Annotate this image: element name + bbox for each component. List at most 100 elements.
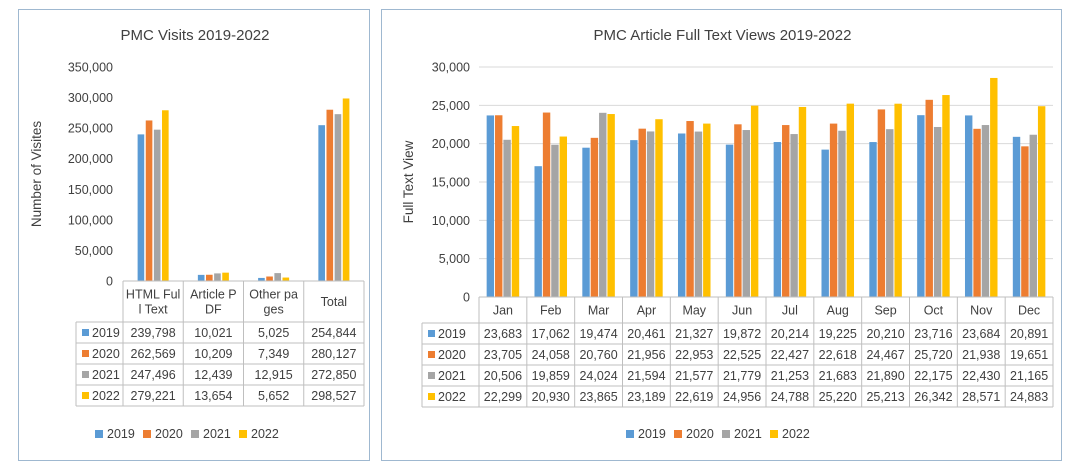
data-label: 19,859: [532, 369, 570, 383]
bar-2022-5: [750, 105, 759, 297]
bar-2020-6: [782, 125, 790, 298]
data-label: 21,165: [1010, 369, 1048, 383]
bar-2021-2: [599, 112, 607, 297]
y-tick-label: 300,000: [68, 91, 113, 105]
data-label: 13,654: [194, 389, 232, 403]
data-label: 23,865: [579, 390, 617, 404]
bar-2020-2: [266, 276, 273, 281]
bar-2019-1: [197, 274, 205, 281]
data-label: 20,210: [866, 327, 904, 341]
bar-2019-10: [964, 115, 973, 297]
data-label: 21,594: [627, 369, 665, 383]
bar-2021-1: [214, 273, 221, 281]
x-category-label: May: [682, 304, 706, 318]
legend-key-2022: [239, 430, 247, 438]
data-label: 24,956: [723, 390, 761, 404]
y-tick-label: 10,000: [432, 214, 470, 228]
data-label: 21,938: [962, 348, 1000, 362]
data-label: 12,915: [255, 368, 293, 382]
data-label: 22,175: [914, 369, 952, 383]
bar-2022-3: [655, 119, 663, 297]
bar-2022-6: [798, 106, 807, 297]
x-category-label: Jun: [732, 304, 752, 318]
data-label: 262,569: [131, 347, 176, 361]
bar-2022-0: [511, 126, 520, 297]
bar-2020-8: [877, 109, 886, 297]
data-label: 24,024: [579, 369, 617, 383]
y-tick-label: 20,000: [432, 137, 470, 151]
bar-2021-11: [1029, 134, 1037, 297]
bar-2020-3: [326, 109, 334, 281]
bar-2022-0: [162, 110, 169, 281]
bar-2021-2: [274, 273, 282, 281]
bar-2021-3: [646, 131, 655, 297]
y-tick-label: 100,000: [68, 213, 113, 227]
data-label: 247,496: [131, 368, 176, 382]
bar-2021-1: [551, 144, 559, 297]
data-label: 26,342: [914, 390, 952, 404]
bar-2019-5: [725, 144, 734, 297]
bar-2019-4: [677, 133, 686, 297]
data-label: 20,461: [627, 327, 665, 341]
data-label: 21,683: [819, 369, 857, 383]
bar-2019-2: [582, 147, 590, 297]
y-axis-label: Full Text View: [401, 140, 416, 223]
x-category-label: Nov: [970, 304, 993, 318]
table-legend-key-2021: [82, 371, 89, 378]
bar-2021-10: [981, 125, 990, 297]
data-label: 25,720: [914, 348, 952, 362]
legend-label: 2021: [203, 427, 231, 441]
data-label: 7,349: [258, 347, 289, 361]
bar-2022-11: [1037, 106, 1046, 297]
full-text-views-chart: PMC Article Full Text Views 2019-2022 Ful…: [401, 27, 1054, 441]
data-label: 21,577: [675, 369, 713, 383]
data-label: 19,651: [1010, 348, 1048, 362]
data-label: 19,474: [579, 327, 617, 341]
bar-2021-7: [838, 130, 846, 297]
bar-2021-0: [503, 139, 511, 297]
data-label: 20,506: [484, 369, 522, 383]
x-category-label: Sep: [874, 304, 896, 318]
x-category-label: Aug: [827, 304, 849, 318]
table-series-name: 2019: [438, 327, 466, 341]
data-label: 23,683: [484, 327, 522, 341]
bar-2021-0: [153, 129, 161, 281]
legend-key-2020: [674, 430, 682, 438]
legend-label: 2020: [155, 427, 183, 441]
chart-title: PMC Article Full Text Views 2019-2022: [594, 27, 852, 44]
table-legend-key-2022: [428, 393, 435, 400]
views-chart-panel: PMC Article Full Text Views 2019-2022 Ful…: [381, 9, 1062, 461]
x-category-label: Feb: [540, 304, 562, 318]
data-label: 272,850: [311, 368, 356, 382]
bar-2022-7: [846, 103, 855, 297]
data-label: 279,221: [131, 389, 176, 403]
table-series-name: 2019: [92, 326, 120, 340]
bar-2021-8: [886, 129, 894, 297]
table-legend-key-2022: [82, 392, 89, 399]
bar-2020-1: [542, 112, 551, 298]
y-tick-label: 25,000: [432, 99, 470, 113]
data-label: 20,214: [771, 327, 809, 341]
legend-key-2019: [626, 430, 634, 438]
bar-2020-2: [590, 137, 599, 297]
legend-label: 2020: [686, 427, 714, 441]
data-label: 280,127: [311, 347, 356, 361]
bar-2022-1: [222, 272, 229, 281]
x-category-label: DF: [205, 303, 222, 317]
x-category-label: Mar: [588, 304, 610, 318]
data-label: 298,527: [311, 389, 356, 403]
x-category-label: HTML Ful: [126, 288, 180, 302]
bar-2020-10: [973, 128, 981, 297]
bar-2020-4: [686, 121, 694, 297]
data-label: 25,220: [819, 390, 857, 404]
legend-label: 2022: [782, 427, 810, 441]
bar-2020-11: [1021, 146, 1029, 297]
data-label: 24,788: [771, 390, 809, 404]
data-label: 23,716: [914, 327, 952, 341]
x-category-label: Total: [321, 295, 347, 309]
data-label: 22,953: [675, 348, 713, 362]
data-label: 22,525: [723, 348, 761, 362]
data-label: 28,571: [962, 390, 1000, 404]
data-label: 19,225: [819, 327, 857, 341]
data-label: 22,619: [675, 390, 713, 404]
